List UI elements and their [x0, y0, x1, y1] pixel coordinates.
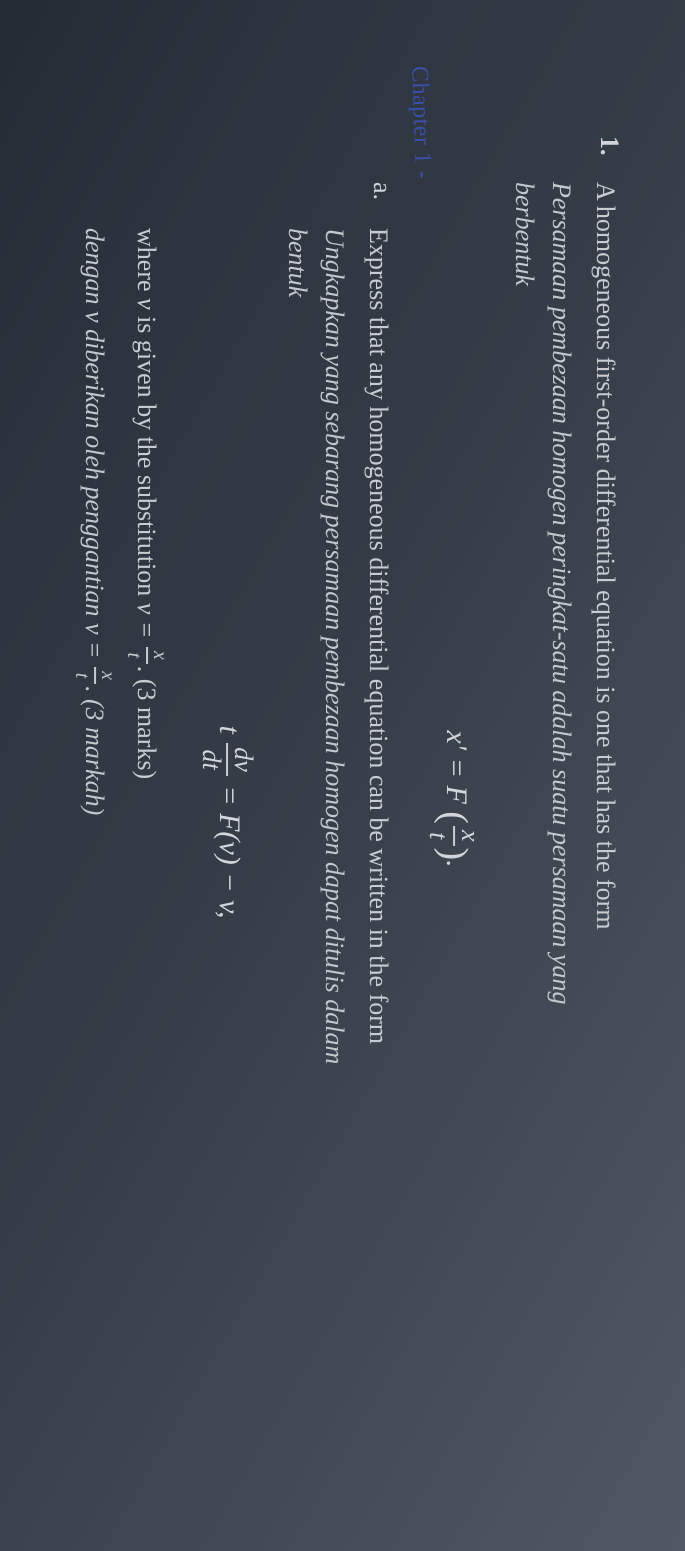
- formula2-fraction: dv dt: [197, 743, 255, 776]
- formula1-lhs: x′ = F: [440, 730, 473, 803]
- formula-sub: t dv dt = F(v) − v,: [197, 228, 255, 1416]
- where-en-frac-den: t: [123, 646, 145, 663]
- where-en-frac-num: x: [145, 646, 169, 663]
- formula1-tail: .: [440, 860, 473, 868]
- formula2-t: t: [213, 725, 246, 733]
- part-a-english: Express that any homogeneous differentia…: [359, 228, 397, 1416]
- where-en-frac: x t: [123, 646, 169, 663]
- question-row: 1. A homogeneous first-order differentia…: [61, 136, 623, 1416]
- lead-malay-1: Persamaan pembezaan homogen peringkat-sa…: [547, 182, 576, 1005]
- handwritten-note: Chapter 1 -: [405, 65, 436, 179]
- part-a-malay-1: Ungkapkan yang sebarang persamaan pembez…: [320, 228, 349, 1064]
- question-number: 1.: [594, 136, 624, 164]
- paren-close-icon: ): [433, 847, 475, 860]
- formula1-fraction: x t: [425, 825, 483, 845]
- part-a-malay: Ungkapkan yang sebarang persamaan pembez…: [277, 228, 352, 1416]
- where-ms-frac: x t: [71, 667, 117, 684]
- lead-malay-2: berbentuk: [509, 182, 538, 286]
- where-ms-mid: diberikan oleh penggantian: [79, 322, 108, 622]
- formula-main: x′ = F ( x t ).: [425, 182, 483, 1416]
- formula2-num: dv: [225, 743, 255, 776]
- where-en-v: v: [131, 298, 160, 310]
- marks-ms: . (3 markah): [79, 685, 108, 814]
- lead-english: A homogeneous first-order differential e…: [586, 182, 624, 1416]
- question-body: A homogeneous first-order differential e…: [61, 182, 623, 1416]
- where-ms-sub: v =: [79, 623, 108, 665]
- where-en-pre: where: [131, 228, 160, 298]
- where-line-ms: dengan v diberikan oleh penggantian v = …: [71, 228, 117, 1416]
- where-ms-v: v: [79, 311, 108, 323]
- where-ms-frac-den: t: [71, 667, 93, 684]
- part-a-row: a. Express that any homogeneous differen…: [61, 182, 396, 1416]
- where-ms-pre: dengan: [79, 228, 108, 311]
- where-ms-frac-num: x: [93, 667, 117, 684]
- part-a-malay-2: bentuk: [282, 228, 311, 297]
- marks-en: . (3 marks): [131, 665, 160, 778]
- formula1-num: x: [453, 825, 483, 845]
- lead-malay-line1: Persamaan pembezaan homogen peringkat-sa…: [505, 182, 580, 1416]
- formula2-den: dt: [197, 743, 225, 776]
- paren-open-icon: (: [433, 811, 475, 824]
- part-a-body: Express that any homogeneous differentia…: [61, 228, 396, 1416]
- part-a-label: a.: [367, 182, 397, 210]
- formula1-den: t: [425, 825, 453, 845]
- formula2-rhs: = F(v) − v,: [213, 777, 246, 918]
- page-container: 1. A homogeneous first-order differentia…: [21, 76, 663, 1476]
- where-en-sub: v =: [131, 602, 160, 644]
- where-en-mid: is given by the substitution: [131, 309, 160, 602]
- where-line-en: where v is given by the substitution v =…: [123, 228, 169, 1416]
